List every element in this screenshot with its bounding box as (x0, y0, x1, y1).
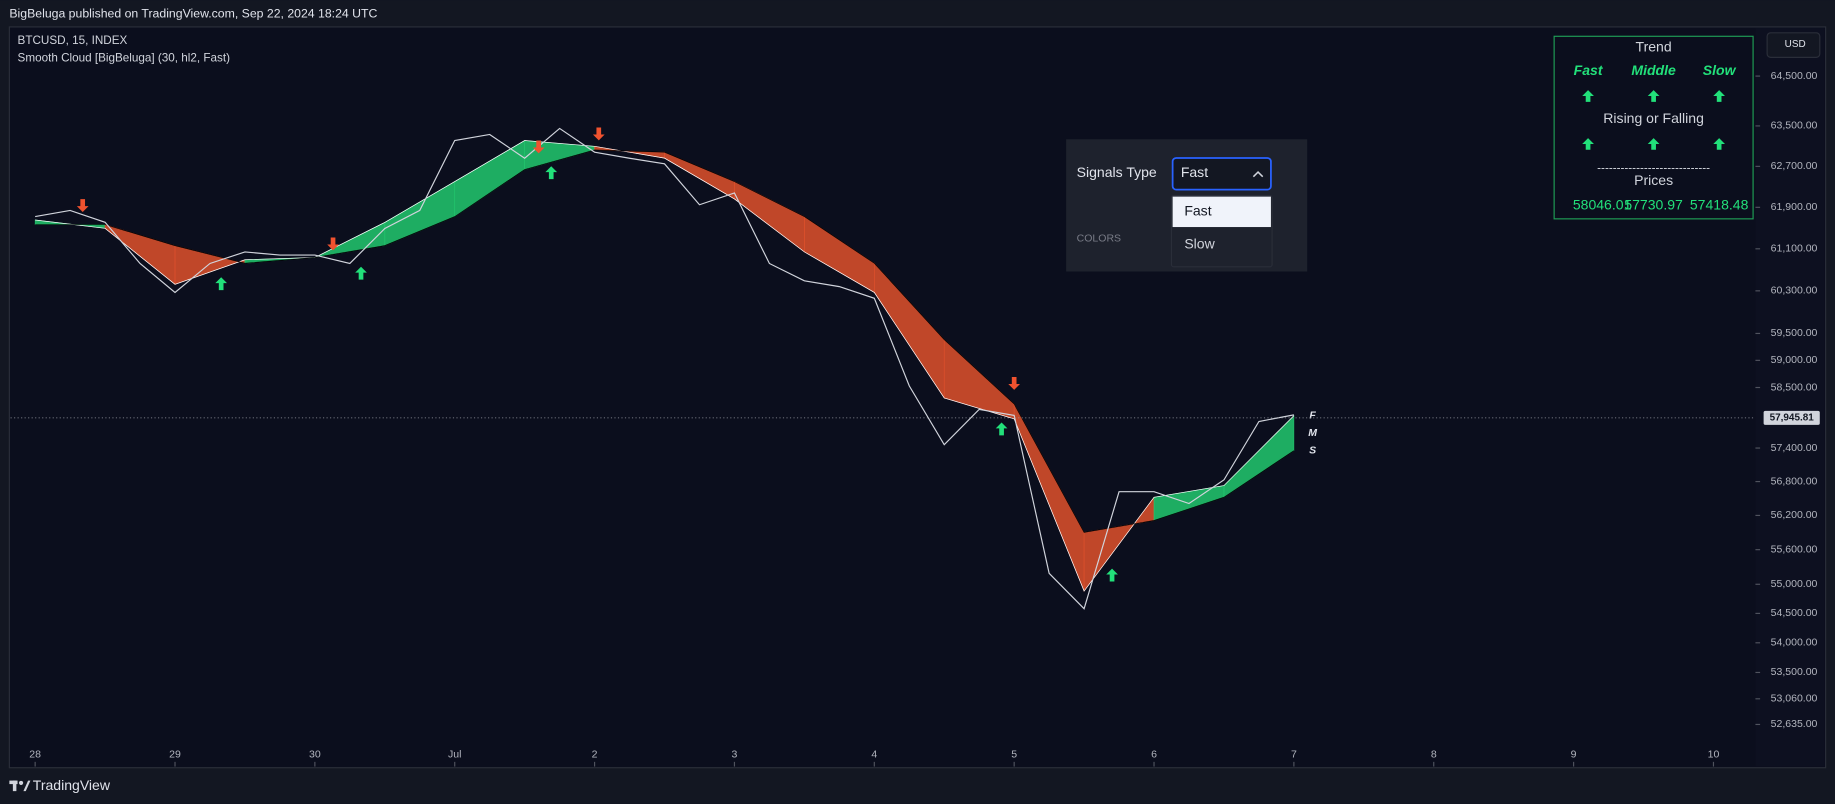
trend-panel: Trend Fast Middle Slow Rising or Falling… (1553, 35, 1754, 220)
separator: ----------------------------- (1597, 162, 1710, 175)
symbol-legend: BTCUSD, 15, INDEX (18, 34, 128, 47)
x-tick-label: 2 (592, 749, 598, 761)
price-axis (1755, 28, 1825, 767)
y-tick-label: 54,500.00 (1771, 607, 1818, 619)
section-label: COLORS (1077, 233, 1121, 245)
y-tick-label: 53,060.00 (1771, 693, 1818, 705)
select-box[interactable] (1171, 157, 1272, 191)
column-label: Fast (1574, 62, 1604, 78)
y-tick-label: 55,000.00 (1771, 578, 1818, 590)
x-tick-label: 8 (1431, 749, 1437, 761)
signal-arrow (532, 140, 545, 154)
signal-arrow (545, 166, 558, 180)
y-tick-label: 53,500.00 (1771, 666, 1818, 678)
signal-arrow (1008, 377, 1021, 390)
cloud-slow-line (35, 149, 1295, 533)
logo (9, 780, 31, 792)
header: BigBeluga published on TradingView.com, … (9, 6, 377, 20)
x-tick-label: 4 (871, 749, 877, 761)
y-tick-label: 52,635.00 (1771, 718, 1818, 730)
x-tick-label: Jul (448, 749, 461, 761)
chart-pane (8, 26, 1827, 769)
y-tick-label: 56,200.00 (1771, 509, 1818, 521)
y-tick-label: 62,700.00 (1771, 160, 1818, 172)
indicator-legend: Smooth Cloud [BigBeluga] (30, hl2, Fast) (18, 52, 231, 65)
signal-arrow (1106, 568, 1118, 582)
signal-arrow (76, 199, 89, 212)
panel-title: Trend (1636, 39, 1672, 55)
prices-title: Prices (1634, 172, 1673, 188)
x-tick-label: 3 (732, 749, 738, 761)
x-tick-label: 5 (1011, 749, 1017, 761)
last-price-badge (1763, 410, 1820, 425)
price-value: 58046.01 (1573, 197, 1632, 213)
y-tick-label: 59,000.00 (1771, 354, 1818, 366)
x-tick-label: 6 (1151, 749, 1157, 761)
signal-arrow (995, 422, 1008, 436)
option[interactable]: Slow (1184, 235, 1215, 251)
y-tick-label: 54,000.00 (1771, 637, 1818, 649)
cloud-end-label: M (1308, 427, 1317, 439)
price-line (35, 127, 1294, 610)
column-label: Slow (1703, 62, 1737, 78)
settings-popup: Signals Type Fast COLORS Fast Slow (1066, 139, 1308, 272)
currency-button[interactable] (1766, 32, 1821, 58)
x-tick-label: 10 (1708, 749, 1720, 761)
x-tick-label: 30 (309, 749, 321, 761)
y-tick-label: 64,500.00 (1771, 70, 1818, 82)
y-tick-label: 61,900.00 (1771, 201, 1818, 213)
panel-subtitle: Rising or Falling (1603, 110, 1704, 126)
option[interactable]: Fast (1184, 203, 1211, 219)
x-tick-label: 7 (1291, 749, 1297, 761)
y-tick-label: 55,600.00 (1771, 543, 1818, 555)
y-tick-label: 56,800.00 (1771, 475, 1818, 487)
signal-arrow (592, 127, 605, 141)
cloud-end-label: S (1309, 444, 1316, 456)
x-tick-label: 9 (1571, 749, 1577, 761)
footer-brand: TradingView (33, 777, 111, 793)
last-price-label: 57,945.81 (1770, 412, 1815, 423)
column-label: Middle (1631, 62, 1676, 78)
price-value: 57730.97 (1624, 197, 1683, 213)
x-tick-label: 29 (169, 749, 181, 761)
option-highlight[interactable] (1172, 196, 1271, 228)
signal-arrow (215, 277, 228, 291)
y-tick-label: 59,500.00 (1771, 327, 1818, 339)
cloud-end-label: F (1309, 409, 1316, 421)
y-tick-label: 58,500.00 (1771, 381, 1818, 393)
plot: 64,500.00 63,500.00 62,700.00 61,900.00 61,1… (10, 70, 1820, 767)
currency-label[interactable]: USD (1785, 39, 1806, 50)
y-tick-label: 60,300.00 (1771, 285, 1818, 297)
y-tick-label: 57,400.00 (1771, 442, 1818, 454)
cloud-fast-line (35, 140, 1295, 592)
chevron (1252, 170, 1264, 178)
panel-border (1553, 35, 1754, 220)
signal-arrow (355, 266, 367, 280)
x-tick-label: 28 (29, 749, 41, 761)
signal-arrow (327, 237, 339, 251)
select-value[interactable]: Fast (1181, 164, 1208, 180)
setting-label: Signals Type (1077, 164, 1157, 180)
y-tick-label: 63,500.00 (1771, 120, 1818, 132)
y-tick-label: 61,100.00 (1771, 243, 1818, 255)
price-value: 57418.48 (1690, 197, 1749, 213)
